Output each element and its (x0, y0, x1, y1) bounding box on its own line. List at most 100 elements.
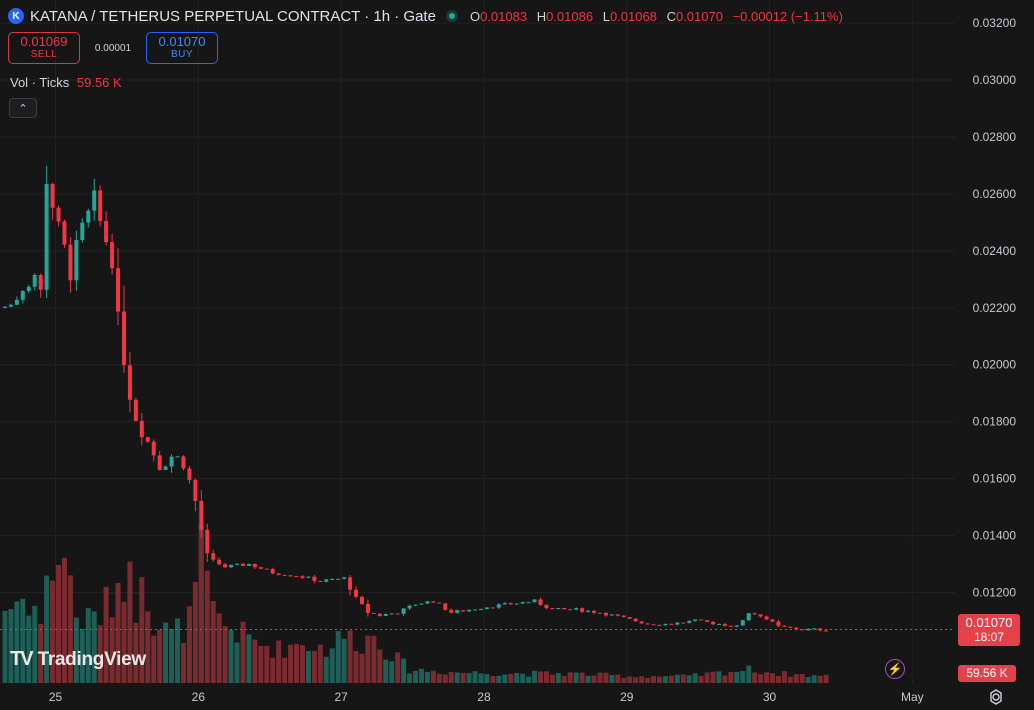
volume-bar (823, 674, 829, 683)
volume-bar (145, 611, 151, 683)
volume-bar (335, 631, 341, 683)
volume-bar (728, 671, 734, 683)
price-axis: 0.03200 0.03000 0.02800 0.02600 0.02400 0.022… (973, 16, 1017, 599)
candle-body (467, 609, 472, 612)
volume-bar (38, 623, 44, 683)
volume-legend[interactable]: Vol · Ticks 59.56 K (10, 75, 122, 90)
volume-bar (91, 611, 97, 683)
candle-body (50, 183, 55, 208)
volume-bar (520, 673, 526, 683)
price-tick-label: 0.01400 (973, 529, 1017, 543)
candle-body (538, 599, 543, 605)
candle-body (92, 190, 97, 211)
volume-bar (591, 675, 597, 683)
volume-bar (770, 673, 776, 683)
candle-body (211, 553, 216, 560)
lightning-icon[interactable]: ⚡ (885, 659, 905, 679)
volume-bar (127, 561, 133, 683)
price-tick-label: 0.01600 (973, 472, 1017, 486)
collapse-legend-button[interactable]: ⌃ (9, 98, 37, 118)
volume-bar (484, 674, 490, 683)
high-key: H (536, 8, 547, 24)
volume-bar (329, 648, 335, 683)
candle-body (514, 603, 519, 605)
volume-bar (532, 670, 538, 683)
candle-body (437, 602, 442, 604)
time-tick-label: May (901, 690, 924, 704)
candle-body (663, 623, 668, 626)
candle-body (788, 626, 793, 628)
candle-body (627, 617, 632, 619)
volume-bar (56, 564, 62, 683)
candle-body (98, 190, 103, 222)
candle-body (193, 479, 198, 501)
ohlc-values: O0.01083 H0.01086 L0.01068 C0.01070 −0.0… (470, 9, 849, 24)
volume-bar (264, 645, 270, 683)
volume-bar (472, 671, 478, 683)
candle-body (782, 625, 787, 627)
volume-bar (240, 621, 246, 683)
candle-body (330, 578, 335, 580)
candle-body (294, 576, 299, 578)
candle-body (651, 624, 656, 626)
candle-body (502, 603, 507, 605)
candle-body (371, 612, 376, 614)
volume-bar (383, 659, 389, 683)
volume-bar (787, 676, 793, 683)
time-tick-label: 26 (192, 690, 206, 704)
tradingview-watermark[interactable]: TV TradingView (10, 648, 146, 671)
candle-body (38, 274, 43, 290)
price-candles (2, 165, 829, 632)
candle-body (258, 567, 263, 569)
volume-value-badge: 59.56 K (958, 665, 1016, 682)
volume-bar (662, 676, 668, 683)
price-tick-label: 0.01200 (973, 586, 1017, 600)
candle-body (348, 577, 353, 590)
low-value: 0.01068 (609, 8, 657, 24)
candle-body (490, 607, 495, 609)
volume-bar (228, 629, 234, 683)
time-tick-label: 25 (49, 690, 63, 704)
market-open-icon (445, 10, 458, 22)
volume-bar (668, 675, 674, 683)
volume-bar (603, 672, 609, 683)
volume-bar (692, 673, 698, 683)
volume-bar (508, 673, 514, 683)
volume-bar (502, 674, 508, 683)
symbol-title[interactable]: KATANA / TETHERUS PERPETUAL CONTRACT · 1… (30, 7, 436, 25)
volume-bar (537, 671, 543, 683)
candle-body (240, 563, 245, 566)
candle-body (473, 609, 478, 611)
candle-body (699, 619, 704, 621)
buy-button[interactable]: 0.01070 BUY (146, 32, 218, 64)
time-tick-label: 29 (620, 690, 634, 704)
volume-bar (514, 673, 520, 683)
volume-bar (246, 634, 252, 683)
candle-body (318, 581, 323, 583)
candle-body (312, 576, 317, 582)
volume-bar (270, 657, 276, 683)
volume-bar (20, 598, 26, 683)
candle-body (300, 576, 305, 578)
gear-icon[interactable] (987, 688, 1005, 706)
candle-body (520, 602, 525, 604)
candle-body (246, 563, 251, 566)
candle-body (621, 615, 626, 618)
volume-bar (121, 601, 127, 683)
volume-bar (680, 674, 686, 683)
candle-body (425, 601, 430, 604)
volume-bar (151, 635, 157, 683)
candle-body (728, 625, 733, 627)
volume-bar (222, 626, 228, 683)
candle-body (68, 244, 73, 281)
price-tick-label: 0.02600 (973, 187, 1017, 201)
candle-body (586, 610, 591, 612)
volume-bar (764, 672, 770, 683)
change-value: −0.00012 (−1.11%) (732, 8, 843, 24)
sell-button[interactable]: 0.01069 SELL (8, 32, 80, 64)
candle-body (794, 627, 799, 630)
candle-body (20, 291, 25, 300)
volume-bar (347, 630, 353, 683)
candle-body (26, 286, 31, 292)
